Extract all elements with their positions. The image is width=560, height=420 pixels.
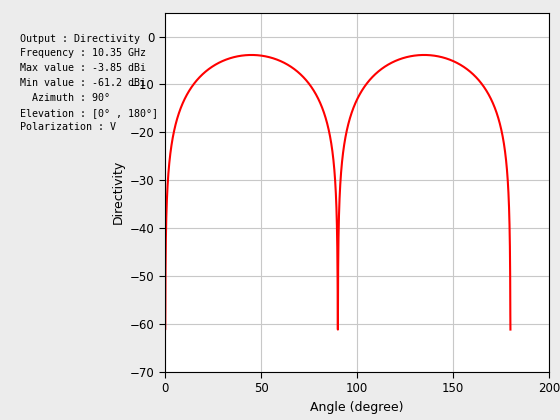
X-axis label: Angle (degree): Angle (degree) bbox=[310, 401, 404, 414]
Text: Output : Directivity
  Frequency : 10.35 GHz
  Max value : -3.85 dBi
  Min value: Output : Directivity Frequency : 10.35 G… bbox=[8, 34, 158, 132]
Y-axis label: Directivity: Directivity bbox=[111, 160, 124, 224]
